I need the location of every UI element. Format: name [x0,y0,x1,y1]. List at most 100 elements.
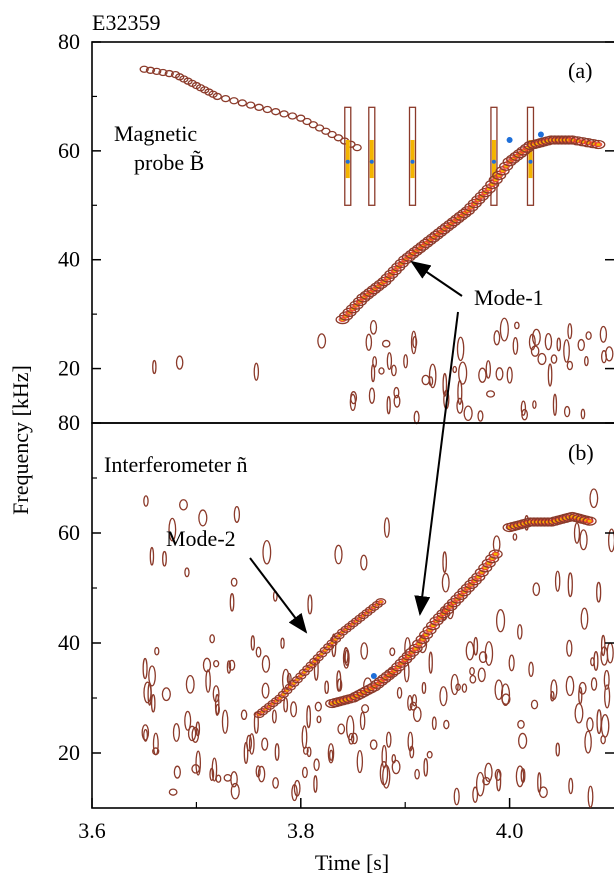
noise-contour [390,364,397,377]
mode-2-contour-outer [305,661,317,669]
noise-contour [587,785,594,808]
noise-contour [496,609,506,633]
noise-contour [212,685,220,703]
noise-contour [378,367,385,375]
panel-b: 20 40 60 80 (b) Interferometer ñ Mode-2 [58,410,614,809]
early-mode-contour [333,134,344,142]
noise-contour [409,701,418,711]
noise-contour [506,366,513,384]
noise-contour [148,665,156,687]
burst-core [491,139,496,179]
noise-contour [307,594,313,615]
mode-2-contour-outer [295,672,307,680]
noise-contour [407,694,413,711]
noise-contour [520,768,526,783]
early-mode-contour [237,99,247,107]
noise-contour [555,742,561,757]
mode-2-contour-high [379,600,383,603]
noise-contour [142,657,148,680]
noise-contour [423,757,429,777]
noise-contour [550,679,558,701]
noise-contour [356,750,364,774]
noise-contour [453,787,460,806]
burst-contour [490,106,498,206]
mode-2-contour-outer [274,694,286,702]
noise-contour [461,683,468,693]
noise-contour [226,660,232,674]
noise-contour [306,705,312,729]
noise-contour [393,386,400,399]
plateau-contour-high [587,519,592,523]
noise-contour [152,732,159,756]
noise-contour [154,646,160,656]
noise-contour [495,367,504,381]
noise-contour [316,715,322,724]
noise-contour [589,488,599,509]
noise-contour [184,710,192,731]
noise-contour [580,408,586,420]
noise-contour [381,339,391,348]
noise-contour [469,667,475,676]
noise-contour [389,647,396,657]
panel-a-contours [139,65,614,425]
noise-contour [520,400,527,416]
panel-a-ytick-label: 60 [58,138,80,163]
noise-contour [537,352,547,366]
noise-contour [528,661,534,677]
noise-contour [585,331,592,341]
noise-contour [213,659,220,668]
x-tick-label: 3.6 [78,818,106,843]
noise-contour [515,765,525,788]
noise-contour [334,544,343,565]
noise-contour [327,743,335,764]
noise-contour [496,770,502,792]
noise-contour [369,739,378,750]
mode-2-contour-outer [323,643,335,651]
panel-b-yticks: 20 40 60 80 [58,410,614,765]
noise-contour [486,390,496,398]
noise-contour [547,363,553,387]
noise-contour [550,354,558,364]
noise-contour [410,330,417,355]
noise-contour [205,669,211,693]
noise-contour [493,330,501,346]
noise-contour [368,387,376,404]
noise-contour [302,746,309,755]
mode-1-contour-high [596,143,601,146]
noise-contour [291,783,298,802]
noise-contour [599,325,608,343]
noise-contour [565,675,575,697]
noise-contour [250,635,256,651]
noise-contour [369,319,378,335]
mode-1-contour-high [493,552,498,556]
early-mode-contour [246,101,256,109]
noise-contour [329,749,334,761]
early-mode-contour [262,105,273,114]
burst-peak [410,159,415,164]
noise-contour [143,728,149,742]
noise-contour [550,690,555,702]
mode-1-contour-outer [591,139,606,150]
noise-contour [475,771,485,797]
panel-a-ytick-label: 80 [58,29,80,54]
noise-contour [336,678,343,692]
noise-contour [421,681,427,695]
noise-contour [573,522,581,544]
noise-contour [584,730,592,754]
mode-2-contour-outer [291,676,303,684]
panel-a-yticks: 20 40 60 80 [58,29,614,381]
noise-contour [600,735,606,745]
mode-1-peak [506,136,513,143]
burst-peak [345,159,350,164]
noise-contour [514,321,520,330]
early-mode-contour [212,92,222,101]
noise-contour [184,567,190,578]
panel-a-ytick-label: 40 [58,247,80,272]
noise-contour [428,651,433,674]
noise-contour [473,636,479,656]
noise-contour [477,667,486,683]
noise-contour [428,363,437,389]
noise-contour [187,725,197,742]
early-mode-contour [308,121,318,129]
noise-contour [563,339,570,363]
